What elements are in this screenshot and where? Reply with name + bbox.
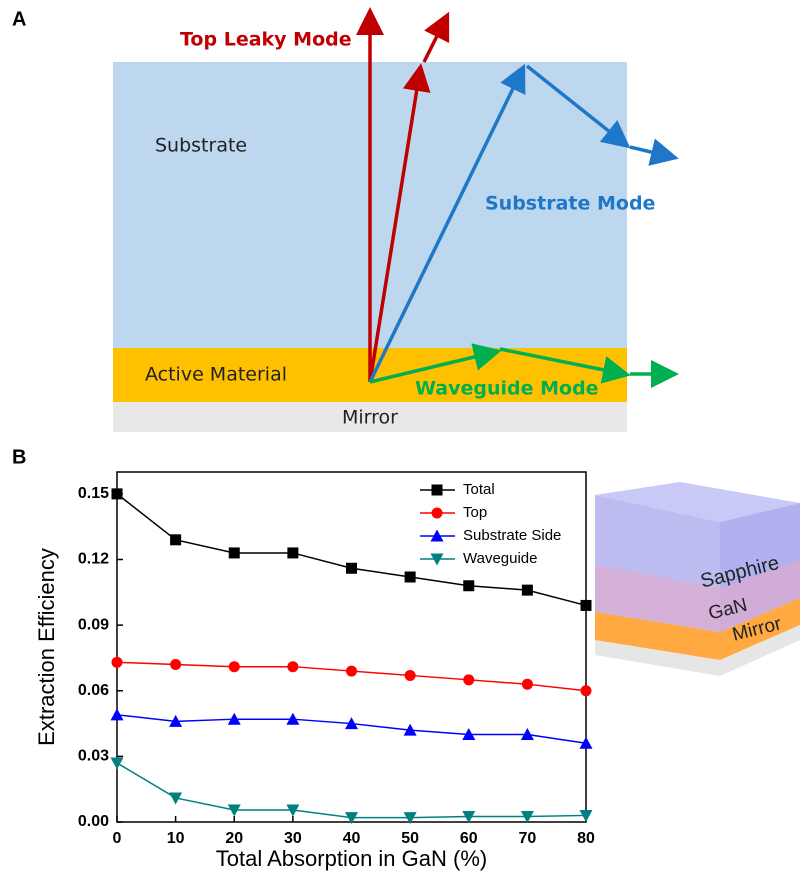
marker	[522, 679, 533, 690]
marker	[287, 547, 298, 558]
y-axis-label: Extraction Efficiency	[34, 548, 59, 746]
y-tick-label: 0.06	[78, 682, 109, 699]
x-tick-label: 80	[577, 830, 595, 847]
x-tick-label: 30	[284, 830, 302, 847]
x-tick-label: 70	[518, 830, 536, 847]
marker	[522, 585, 533, 596]
layer-label: Mirror	[342, 407, 398, 429]
marker	[170, 659, 181, 670]
y-tick-label: 0.12	[78, 551, 109, 568]
marker	[287, 661, 298, 672]
mode-label: Top Leaky Mode	[180, 29, 352, 51]
marker	[112, 657, 123, 668]
mode-label: Waveguide Mode	[415, 378, 599, 400]
layer-label: Active Material	[145, 364, 287, 386]
y-tick-label: 0.15	[78, 485, 109, 502]
ray	[424, 18, 446, 62]
marker	[346, 563, 357, 574]
panel-label: A	[12, 8, 26, 30]
mode-label: Substrate Mode	[485, 193, 655, 215]
chart: 0.00 0.03 0.06 0.09 0.12 0.15 0 10 20 30 40 50 60 70 8…	[34, 472, 595, 871]
x-tick-label: 10	[167, 830, 185, 847]
marker	[346, 666, 357, 677]
inset: Sapphire GaN Mirror	[595, 482, 800, 676]
marker	[405, 670, 416, 681]
x-tick-label: 60	[460, 830, 478, 847]
panel-label: B	[12, 446, 26, 468]
layer-label: Substrate	[155, 135, 247, 157]
y-tick-label: 0.00	[78, 813, 109, 830]
marker	[463, 674, 474, 685]
legend-label: Substrate Side	[463, 527, 561, 544]
marker	[463, 580, 474, 591]
marker	[112, 488, 123, 499]
x-tick-label: 20	[225, 830, 243, 847]
marker	[170, 534, 181, 545]
legend-label: Waveguide	[463, 550, 538, 567]
y-tick-label: 0.09	[78, 616, 109, 633]
x-tick-label: 40	[343, 830, 361, 847]
y-tick-label: 0.03	[78, 748, 109, 765]
legend-label: Total	[463, 481, 495, 498]
marker	[581, 600, 592, 611]
figure: A Top Leaky Mode Substrate Substrate Mod…	[0, 0, 800, 879]
marker	[229, 547, 240, 558]
x-tick-label: 50	[401, 830, 419, 847]
marker	[405, 572, 416, 583]
plot-frame	[117, 472, 586, 822]
page: A Top Leaky Mode Substrate Substrate Mod…	[0, 0, 800, 879]
ray	[630, 147, 672, 157]
marker	[581, 685, 592, 696]
marker	[111, 708, 124, 720]
marker	[432, 485, 443, 496]
legend-label: Top	[463, 504, 487, 521]
marker	[111, 757, 124, 769]
x-axis-label: Total Absorption in GaN (%)	[216, 846, 487, 871]
marker	[432, 508, 443, 519]
series-line	[117, 763, 586, 818]
marker	[229, 661, 240, 672]
x-tick-label: 0	[113, 830, 122, 847]
